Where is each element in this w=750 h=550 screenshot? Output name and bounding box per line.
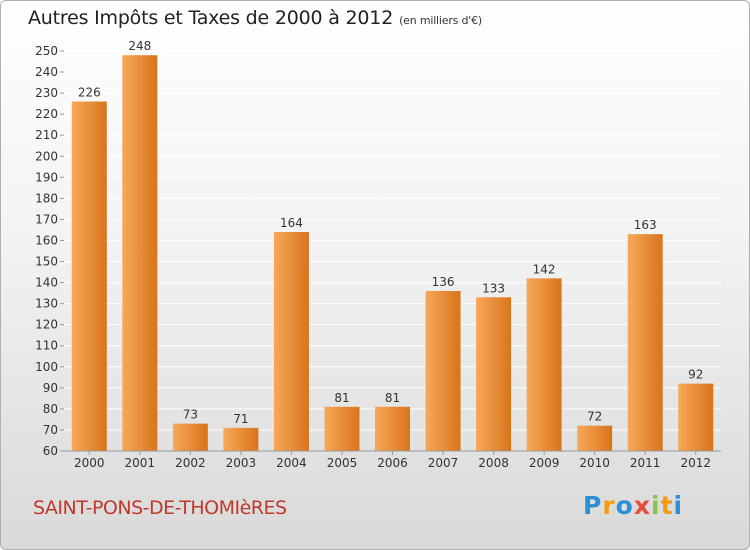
x-tick-label-2003: 2003 — [226, 456, 257, 470]
bar-2006 — [375, 406, 410, 451]
proxiti-logo: Proxiti — [583, 491, 683, 520]
title-unit: (en milliers d'€) — [399, 14, 482, 27]
y-tick-label: 90 — [43, 381, 58, 395]
bar-2005 — [324, 406, 360, 451]
logo-letter: x — [633, 491, 651, 520]
y-tick-label: 140 — [35, 276, 58, 290]
bar-2011 — [627, 234, 663, 451]
y-tick-label: 190 — [35, 170, 58, 184]
y-tick-label: 160 — [35, 233, 58, 247]
data-label-2002: 73 — [183, 408, 198, 422]
x-tick-label-2005: 2005 — [327, 456, 358, 470]
data-label-2006: 81 — [385, 391, 400, 405]
logo-letter: o — [615, 491, 634, 520]
y-tick-label: 200 — [35, 149, 58, 163]
bar-2002 — [172, 423, 208, 451]
data-label-2003: 71 — [233, 412, 248, 426]
data-label-2007: 136 — [432, 275, 455, 289]
logo-letter: i — [673, 491, 684, 520]
bar-2007 — [425, 291, 461, 451]
city-name: SAINT-PONS-DE-THOMIèRES — [33, 497, 287, 519]
y-tick-label: 230 — [35, 86, 58, 100]
chart-title: Autres Impôts et Taxes de 2000 à 2012 (en… — [28, 7, 482, 29]
data-label-2008: 133 — [482, 281, 505, 295]
bar-2010 — [577, 425, 613, 451]
y-tick-label: 240 — [35, 65, 58, 79]
bars — [71, 55, 714, 452]
x-tick-label-2008: 2008 — [478, 456, 509, 470]
bar-2001 — [122, 55, 158, 452]
data-label-2005: 81 — [334, 391, 349, 405]
y-tick-label: 110 — [35, 339, 58, 353]
data-labels: 226 248 73 71 164 81 81 136 133 142 72 163 92 — [78, 39, 704, 426]
y-tick-label: 220 — [35, 107, 58, 121]
data-label-2001: 248 — [128, 39, 151, 53]
logo-letter: r — [602, 491, 616, 520]
y-axis-ticks: 60 70 80 90 100 110 120 130 140 150 160 170 180 190 20… — [35, 44, 64, 458]
logo-letter: i — [651, 491, 661, 520]
bar-2003 — [223, 427, 259, 451]
bar-2008 — [476, 297, 512, 451]
bar-2000 — [71, 101, 107, 452]
y-tick-label: 70 — [43, 423, 58, 437]
y-tick-label: 60 — [43, 444, 58, 458]
bar-2009 — [526, 278, 562, 451]
data-label-2004: 164 — [280, 216, 303, 230]
x-tick-label-2010: 2010 — [579, 456, 610, 470]
y-tick-label: 150 — [35, 255, 58, 269]
y-tick-label: 130 — [35, 297, 58, 311]
y-tick-label: 120 — [35, 318, 58, 332]
x-tick-label-2001: 2001 — [125, 456, 156, 470]
x-tick-label-2007: 2007 — [428, 456, 459, 470]
bar-2004 — [273, 232, 309, 451]
y-tick-label: 250 — [35, 44, 58, 58]
x-tick-label-2009: 2009 — [529, 456, 560, 470]
data-label-2012: 92 — [688, 368, 703, 382]
x-tick-label-2000: 2000 — [74, 456, 105, 470]
x-tick-label-2006: 2006 — [377, 456, 408, 470]
y-tick-label: 80 — [43, 402, 58, 416]
data-label-2000: 226 — [78, 86, 101, 100]
y-tick-label: 210 — [35, 128, 58, 142]
title-text: Autres Impôts et Taxes de 2000 à 2012 — [28, 7, 394, 29]
y-tick-label: 170 — [35, 212, 58, 226]
logo-letter: P — [583, 491, 603, 520]
logo-letter: t — [660, 491, 674, 520]
data-label-2011: 163 — [634, 218, 657, 232]
x-tick-label-2011: 2011 — [630, 456, 661, 470]
y-tick-label: 100 — [35, 360, 58, 374]
data-label-2010: 72 — [587, 410, 602, 424]
bar-2012 — [678, 383, 714, 451]
x-tick-label-2002: 2002 — [175, 456, 206, 470]
x-tick-label-2004: 2004 — [276, 456, 307, 470]
data-label-2009: 142 — [533, 262, 556, 276]
x-tick-label-2012: 2012 — [680, 456, 711, 470]
x-axis-ticks: 2000 2001 2002 2003 2004 2005 2006 2007 2008 2009… — [74, 451, 711, 470]
y-tick-label: 180 — [35, 191, 58, 205]
